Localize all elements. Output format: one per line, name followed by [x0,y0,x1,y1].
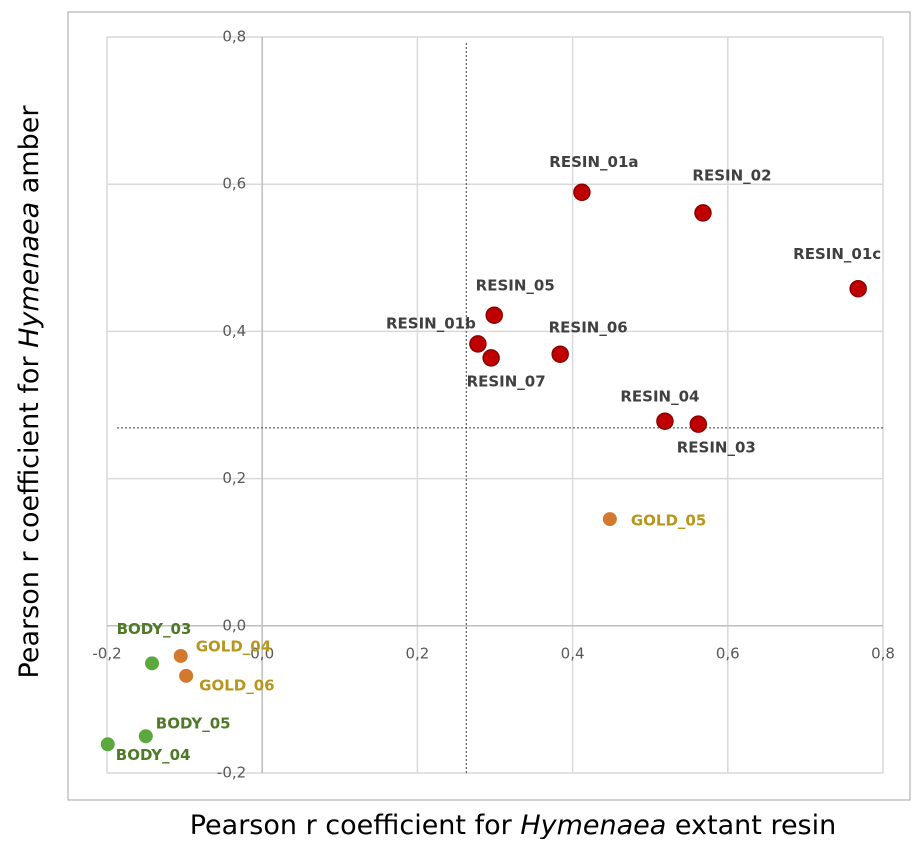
point-label: RESIN_06 [549,319,628,337]
point-label: BODY_03 [117,620,192,638]
x-axis-title: Pearson r coefficient for Hymenaea extan… [190,810,837,840]
data-point [138,729,153,744]
x-axis-title-part: Hymenaea [520,810,666,840]
data-point [551,345,569,363]
point-label: RESIN_05 [476,277,555,295]
x-tick-label: 0,2 [405,644,429,662]
point-label: RESIN_02 [692,166,771,184]
data-point [602,512,617,527]
point-label: GOLD_06 [199,676,274,694]
point-label: BODY_04 [116,746,191,764]
x-tick-label: -0,2 [92,644,121,662]
point-label: RESIN_07 [467,372,546,390]
point-label: RESIN_01a [549,153,638,171]
y-axis-title: Pearson r coefficient for Hymenaea amber [14,105,45,679]
y-axis-title-part: Pearson r coefficient for [14,348,45,679]
data-point [100,737,115,752]
y-tick-label: 0,2 [222,469,246,487]
data-point [482,349,500,367]
data-point [469,335,487,353]
x-axis-title-part: extant resin [666,810,836,840]
x-tick-label: 0,8 [871,644,895,662]
data-point [573,183,591,202]
point-label: RESIN_03 [677,439,756,457]
data-point [179,668,194,683]
chart-frame [67,11,911,801]
data-point [173,648,188,663]
data-point [656,412,674,430]
point-label: RESIN_01c [793,245,881,263]
y-axis-title-part: Hymenaea [14,202,45,348]
x-tick-label: 0,4 [561,644,585,662]
x-tick-label: 0,0 [250,644,274,662]
point-label: RESIN_01b [386,314,476,332]
data-point [145,656,160,671]
point-label: RESIN_04 [620,388,699,406]
x-axis-title-part: Pearson r coefficient for [190,810,521,840]
point-label: GOLD_05 [631,512,706,530]
data-point [485,306,503,324]
data-point [689,415,708,433]
y-tick-label: -0,2 [217,764,246,782]
data-point [694,204,712,222]
y-axis-title-part: amber [14,105,45,202]
point-label: BODY_05 [156,715,231,733]
point-label: GOLD_04 [196,637,271,655]
y-tick-label: 0,6 [222,175,246,193]
y-tick-label: 0,8 [222,28,246,46]
data-point [849,279,867,298]
x-tick-label: 0,6 [716,644,740,662]
y-tick-label: 0,4 [222,322,246,340]
y-tick-label: 0,0 [222,616,246,634]
